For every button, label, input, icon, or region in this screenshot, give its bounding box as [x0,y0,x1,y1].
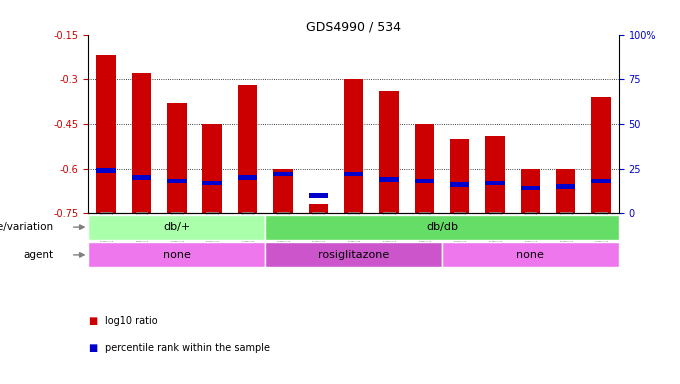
Text: ■: ■ [88,316,98,326]
Text: GSM904687: GSM904687 [384,214,394,265]
Bar [265,215,619,240]
Text: GSM904683: GSM904683 [596,214,606,265]
Bar [521,186,540,190]
Bar [309,204,328,213]
Bar [379,91,398,213]
Bar [238,175,257,180]
Text: log10 ratio: log10 ratio [105,316,158,326]
Text: GSM904682: GSM904682 [561,214,571,264]
Title: GDS4990 / 534: GDS4990 / 534 [306,20,401,33]
Bar [167,103,186,213]
Text: GSM904674: GSM904674 [101,214,111,264]
Bar [203,180,222,185]
Bar [132,175,151,180]
Bar [97,168,116,172]
Bar [379,177,398,182]
Bar [486,180,505,185]
Text: rosiglitazone: rosiglitazone [318,250,389,260]
Bar [592,179,611,183]
Bar [167,179,186,183]
Text: genotype/variation: genotype/variation [0,222,53,232]
Bar [415,124,434,213]
Bar [273,172,292,176]
Bar [273,169,292,213]
Text: GSM904680: GSM904680 [490,214,500,264]
Text: GSM904679: GSM904679 [455,214,464,264]
Bar [203,124,222,213]
Bar [344,79,363,213]
Text: none: none [517,250,544,260]
Text: GSM904677: GSM904677 [207,214,217,265]
Bar [592,97,611,213]
Bar [556,169,575,213]
Text: GSM904681: GSM904681 [526,214,535,264]
Bar [88,215,265,240]
Bar [442,242,619,267]
Bar [415,179,434,183]
Bar [556,184,575,189]
Bar [265,242,442,267]
Bar [238,85,257,213]
Text: GSM904688: GSM904688 [420,214,429,265]
Bar [132,73,151,213]
Text: db/+: db/+ [163,222,190,232]
Text: ■: ■ [88,343,98,353]
Text: GSM904686: GSM904686 [349,214,358,265]
Text: GSM904676: GSM904676 [172,214,182,265]
Text: GSM904678: GSM904678 [243,214,252,265]
Text: GSM904685: GSM904685 [313,214,323,264]
Text: percentile rank within the sample: percentile rank within the sample [105,343,271,353]
Bar [88,242,265,267]
Bar [521,169,540,213]
Bar [450,182,469,187]
Text: none: none [163,250,190,260]
Text: GSM904675: GSM904675 [137,214,146,264]
Bar [97,55,116,213]
Bar [344,172,363,176]
Text: GSM904684: GSM904684 [278,214,288,264]
Text: agent: agent [23,250,53,260]
Bar [486,136,505,213]
Text: db/db: db/db [426,222,458,232]
Bar [309,193,328,198]
Bar [450,139,469,213]
